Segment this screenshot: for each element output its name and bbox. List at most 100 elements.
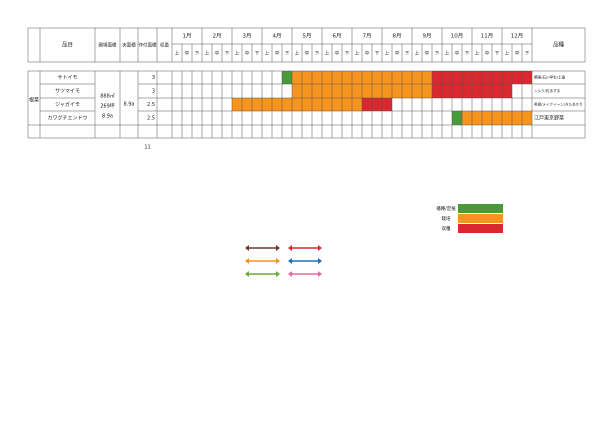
schedule-cell [332, 71, 342, 84]
field-area: 269坪 [100, 103, 115, 110]
schedule-cell [392, 84, 402, 98]
field-area: 8.9a [102, 114, 113, 120]
schedule-cell [462, 84, 472, 98]
period-label: 中 [275, 50, 280, 57]
period-label: 上 [475, 50, 480, 57]
schedule-cell [472, 71, 482, 84]
schedule-cell [372, 71, 382, 84]
month-label: 3月 [243, 33, 252, 40]
schedule-cell [462, 111, 472, 125]
period-label: 上 [415, 50, 420, 57]
schedule-cell [392, 71, 402, 84]
variety: 関東/石川早生/土垂 [534, 75, 566, 80]
period-label: 上 [175, 50, 180, 57]
month-label: 1月 [183, 33, 192, 40]
schedule-cell [312, 71, 322, 84]
month-label: 8月 [393, 33, 402, 40]
schedule-cell [482, 71, 492, 84]
schedule-cell [462, 71, 472, 84]
schedule-cell [512, 71, 522, 84]
schedule-cell [252, 98, 262, 111]
schedule-cell [292, 71, 302, 84]
schedule-cell [342, 71, 352, 84]
month-label: 2月 [213, 33, 222, 40]
period-label: 下 [195, 51, 200, 57]
schedule-cell [402, 84, 412, 98]
period-label: 上 [505, 50, 510, 57]
period-label: 下 [225, 51, 230, 57]
schedule-cell [502, 84, 512, 98]
schedule-cell [382, 84, 392, 98]
schedule-cell [402, 71, 412, 84]
month-label: 12月 [511, 33, 524, 40]
schedule-cell [362, 71, 372, 84]
schedule-cell [442, 84, 452, 98]
schedule-cell [342, 98, 352, 111]
legend-swatch [458, 214, 503, 223]
schedule-cell [322, 84, 332, 98]
period-label: 中 [425, 50, 430, 57]
schedule-cell [242, 98, 252, 111]
schedule-cell [302, 98, 312, 111]
period-label: 中 [365, 50, 370, 57]
item-name: サツマイモ [55, 89, 80, 95]
schedule-cell [442, 71, 452, 84]
actual-area: 8.9a [123, 102, 134, 108]
month-label: 10月 [451, 33, 464, 40]
schedule-cell [322, 98, 332, 111]
variety: シルク/紅あずま [534, 88, 561, 93]
period-label: 下 [255, 51, 260, 57]
schedule-cell [422, 71, 432, 84]
schedule-cell [282, 98, 292, 111]
schedule-cell [312, 98, 322, 111]
month-label: 6月 [333, 33, 342, 40]
planted-area: 3 [152, 89, 155, 95]
month-label: 5月 [303, 33, 312, 40]
period-label: 中 [185, 50, 190, 57]
header-item: 品目 [62, 42, 73, 49]
schedule-cell [332, 84, 342, 98]
schedule-cell [282, 71, 292, 84]
schedule-cell [362, 98, 372, 111]
period-label: 下 [345, 51, 350, 57]
schedule-cell [232, 98, 242, 111]
schedule-cell [492, 111, 502, 125]
legend-label: 収穫 [442, 225, 451, 232]
period-label: 下 [435, 51, 440, 57]
period-label: 上 [205, 50, 210, 57]
schedule-cell [472, 84, 482, 98]
header-field-area: 圃場面積 [99, 42, 117, 49]
schedule-cell [372, 84, 382, 98]
schedule-cell [452, 84, 462, 98]
item-name: サトイモ [57, 75, 77, 81]
period-label: 上 [265, 50, 270, 57]
item-name: ジャガイモ [55, 101, 80, 108]
schedule-cell [352, 98, 362, 111]
legend-swatch [458, 224, 503, 233]
planted-area: 3 [152, 75, 155, 81]
category: 根菜 [29, 97, 39, 104]
schedule-cell [312, 84, 322, 98]
schedule-cell [352, 71, 362, 84]
schedule-cell [492, 84, 502, 98]
period-label: 上 [295, 50, 300, 57]
month-label: 7月 [363, 33, 372, 40]
month-label: 11月 [481, 33, 494, 40]
period-label: 中 [515, 50, 520, 57]
period-label: 中 [305, 50, 310, 57]
period-label: 中 [485, 50, 490, 57]
period-label: 中 [395, 50, 400, 57]
schedule-cell [352, 84, 362, 98]
schedule-cell [492, 71, 502, 84]
schedule-cell [362, 84, 372, 98]
schedule-cell [302, 84, 312, 98]
schedule-cell [472, 111, 482, 125]
schedule-cell [482, 84, 492, 98]
period-label: 上 [355, 50, 360, 57]
schedule-cell [302, 71, 312, 84]
header-actual-area: 実面積 [122, 42, 136, 49]
schedule-cell [422, 84, 432, 98]
schedule-cell [382, 71, 392, 84]
period-label: 下 [465, 51, 470, 57]
